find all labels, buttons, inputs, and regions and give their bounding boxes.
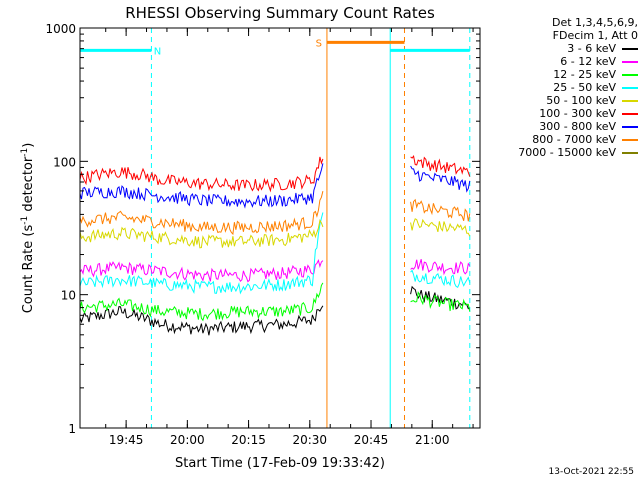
legend-entry: 100 - 300 keV — [484, 107, 638, 120]
series-line — [79, 305, 324, 336]
y-axis-label: Count Rate (s-1 detector-1) — [20, 143, 36, 314]
legend-label: 12 - 25 keV — [553, 68, 616, 81]
series-line — [410, 218, 471, 237]
y-tick-label: 10 — [61, 289, 76, 303]
x-tick-label: 20:30 — [292, 433, 327, 447]
state-bar-label: S — [316, 38, 322, 49]
legend-entry: 6 - 12 keV — [484, 55, 638, 68]
x-tick-label: 20:45 — [354, 433, 389, 447]
plot-frame — [79, 27, 481, 429]
legend-entries: 3 - 6 keV 6 - 12 keV 12 - 25 keV 25 - 50 ke… — [484, 42, 638, 159]
x-tick-label: 20:15 — [231, 433, 266, 447]
legend-header-line: Det 1,3,4,5,6,9, — [551, 16, 638, 29]
y-tick-label: 100 — [53, 155, 76, 169]
y-tick-label: 1 — [68, 422, 76, 436]
legend-label: 300 - 800 keV — [539, 120, 616, 133]
series-line — [79, 163, 324, 209]
series-line — [79, 190, 324, 236]
plot-content: NS — [79, 28, 471, 428]
legend: Det 1,3,4,5,6,9, FDecim 1, Att 0 3 - 6 k… — [484, 16, 638, 159]
legend-label: 6 - 12 keV — [560, 55, 616, 68]
legend-label: 7000 - 15000 keV — [518, 146, 616, 159]
legend-entry: 300 - 800 keV — [484, 120, 638, 133]
x-tick-label: 19:45 — [109, 433, 144, 447]
x-tick-label: 21:00 — [415, 433, 450, 447]
legend-swatch — [622, 125, 638, 128]
legend-swatch — [622, 112, 638, 115]
legend-swatch — [622, 47, 638, 50]
legend-swatch — [622, 73, 638, 76]
legend-entry: 50 - 100 keV — [484, 94, 638, 107]
legend-swatch — [622, 138, 638, 141]
series-line — [410, 269, 471, 289]
legend-label: 3 - 6 keV — [567, 42, 616, 55]
series-line — [410, 165, 471, 193]
legend-entry: 12 - 25 keV — [484, 68, 638, 81]
series-line — [410, 259, 471, 276]
series-line — [79, 282, 324, 322]
legend-swatch — [622, 60, 638, 63]
chart-title: RHESSI Observing Summary Count Rates — [125, 4, 435, 22]
state-bar-label: N — [154, 46, 161, 57]
legend-swatch — [622, 99, 638, 102]
axis-ticks: 1 10 100 1000 19:45 20:00 20:15 20:30 20:45 21:00 — [45, 22, 480, 447]
series-line — [410, 198, 471, 222]
legend-swatch — [622, 151, 638, 154]
series-line — [79, 219, 324, 249]
legend-entry: 25 - 50 keV — [484, 81, 638, 94]
series-line — [410, 285, 470, 310]
legend-swatch — [622, 86, 638, 89]
legend-entry: 800 - 7000 keV — [484, 133, 638, 146]
legend-label: 25 - 50 keV — [553, 81, 616, 94]
series-line — [410, 291, 471, 312]
legend-header-line: FDecim 1, Att 0 — [552, 29, 638, 42]
x-axis-label: Start Time (17-Feb-09 19:33:42) — [175, 456, 385, 471]
generation-timestamp: 13-Oct-2021 22:55 — [548, 467, 634, 477]
series-line — [410, 155, 471, 177]
series-line — [79, 212, 324, 295]
y-tick-label: 1000 — [45, 22, 76, 36]
x-tick-label: 20:00 — [170, 433, 205, 447]
series-line — [79, 156, 324, 193]
series-line — [79, 259, 324, 283]
legend-label: 100 - 300 keV — [539, 107, 616, 120]
legend-entry: 7000 - 15000 keV — [484, 146, 638, 159]
legend-label: 50 - 100 keV — [546, 94, 616, 107]
legend-label: 800 - 7000 keV — [532, 133, 616, 146]
legend-entry: 3 - 6 keV — [484, 42, 638, 55]
